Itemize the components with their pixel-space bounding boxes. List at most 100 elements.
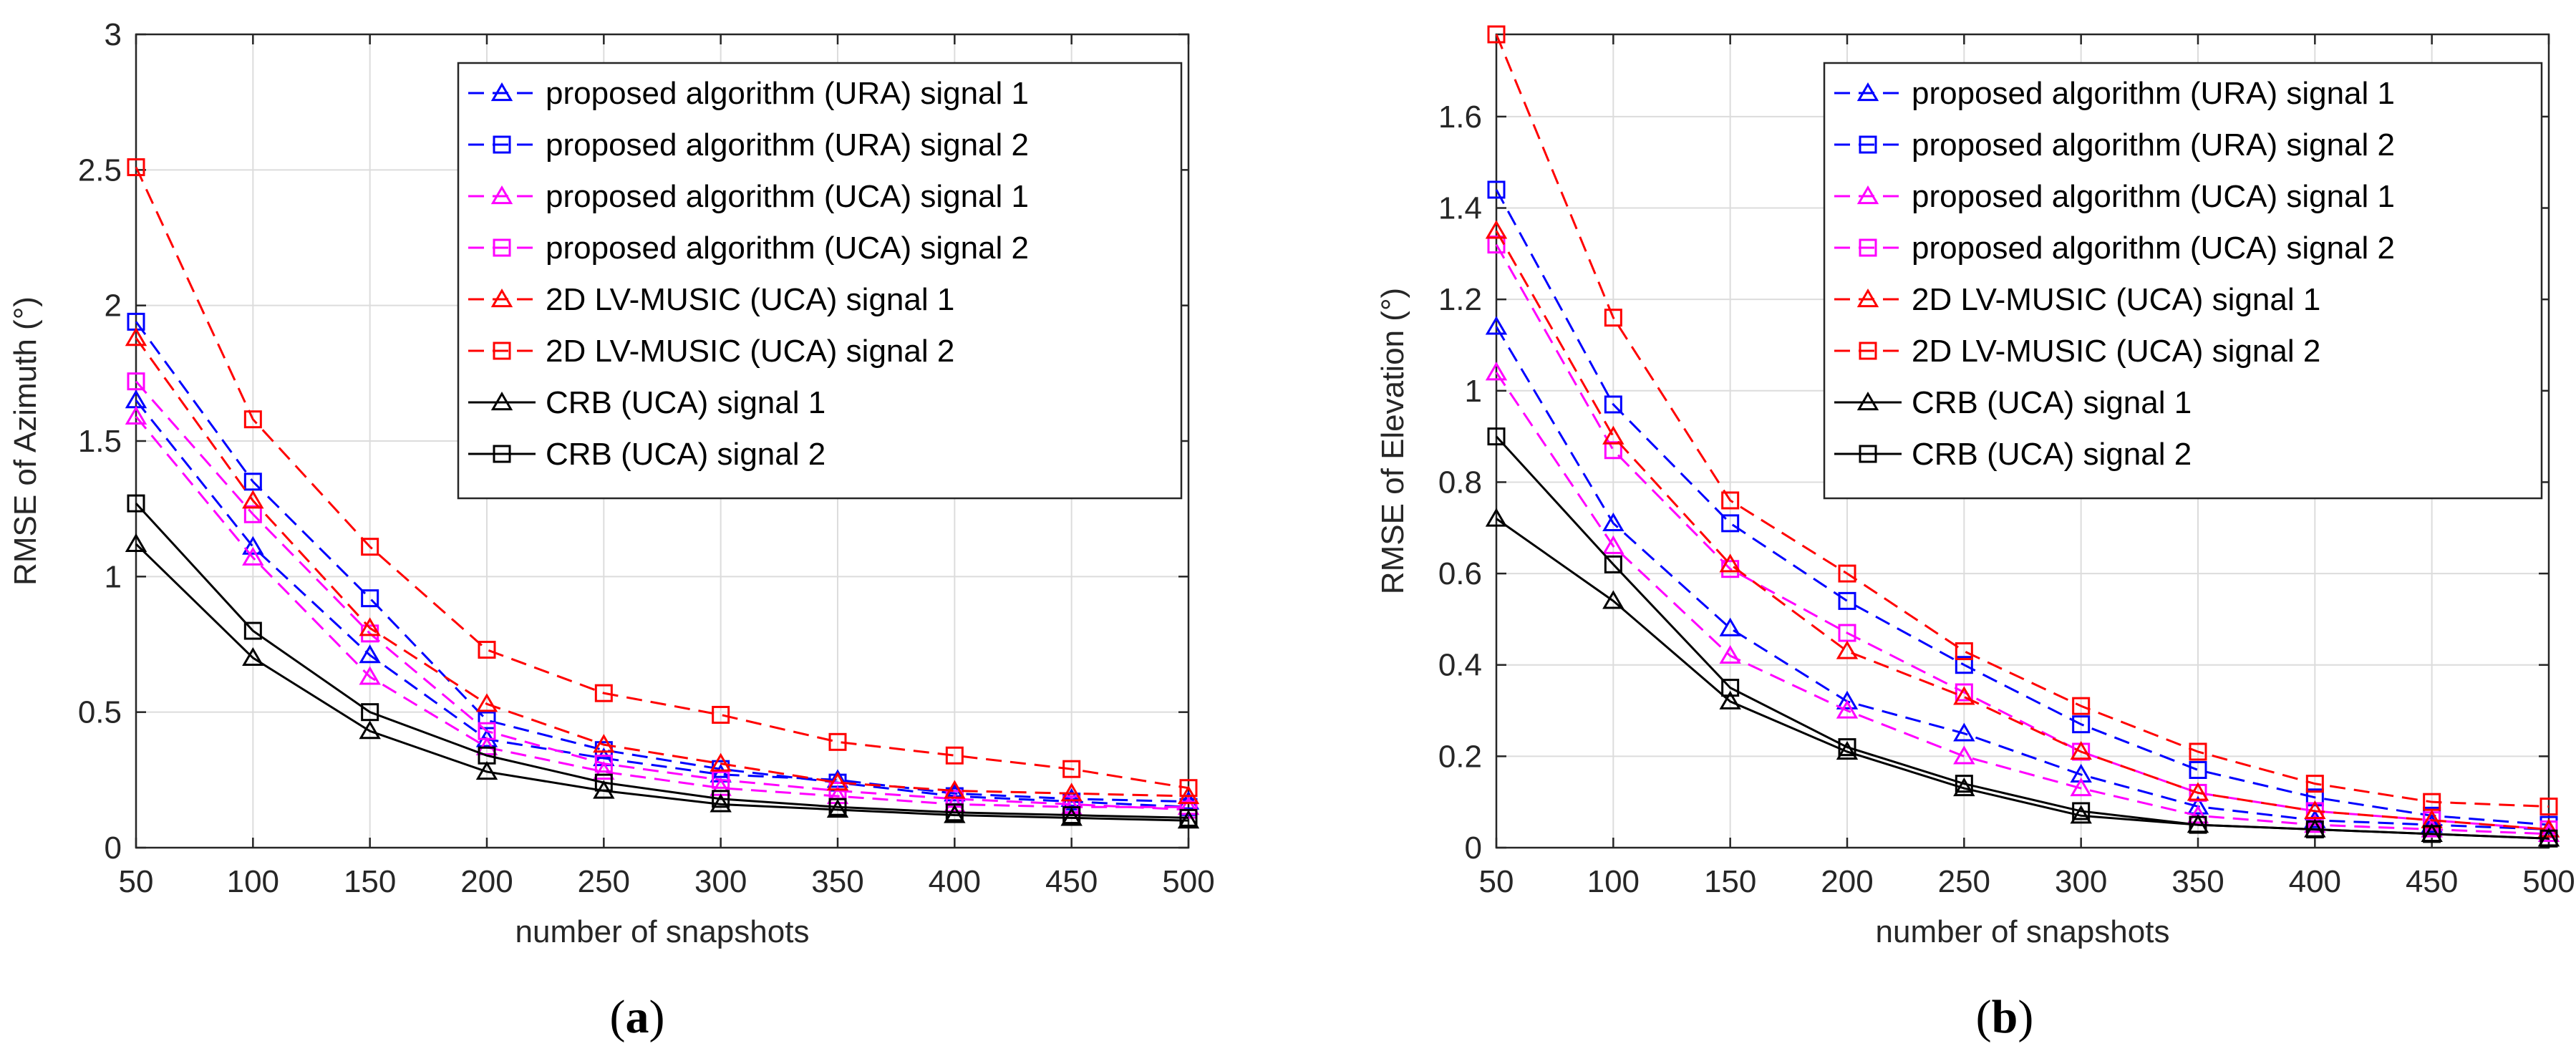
data-point (594, 755, 613, 773)
data-point (478, 641, 496, 659)
legend-box (1823, 62, 2543, 500)
data-point (1060, 807, 1083, 826)
legend-swatch-marker (493, 342, 511, 360)
data-point (1955, 775, 1973, 793)
legend: proposed algorithm (URA) signal 1 propose… (1823, 62, 2543, 500)
data-point (710, 752, 732, 772)
series-line (1495, 243, 2550, 830)
panel-caption: (b) (1976, 991, 2034, 1043)
data-point (1602, 590, 1624, 609)
data-point (826, 799, 849, 818)
series-line (1495, 326, 2550, 830)
legend-entry: proposed algorithm (URA) signal 2 (546, 127, 1029, 163)
y-tick-label: 1.5 (78, 424, 122, 459)
data-point (2423, 793, 2441, 811)
data-point (1177, 810, 1200, 829)
data-point (1487, 180, 1506, 199)
data-point (2423, 825, 2441, 843)
data-point (1836, 690, 1859, 709)
data-point (1604, 555, 1622, 573)
x-tick-label: 150 (1704, 864, 1756, 899)
data-point (1838, 591, 1856, 610)
x-tick-label: 300 (694, 864, 747, 899)
data-point (1838, 738, 1856, 757)
x-tick-label: 450 (2406, 864, 2458, 899)
series-line (135, 503, 1189, 819)
data-point (475, 693, 498, 712)
series-line (1495, 435, 2550, 840)
data-point (1721, 679, 1740, 697)
data-point (1719, 617, 1741, 636)
series-line (1495, 372, 2550, 836)
series (1487, 25, 2558, 816)
data-point (1836, 741, 1859, 760)
data-point (1955, 683, 1973, 702)
y-tick-label: 0.2 (1438, 739, 1482, 774)
data-point (125, 327, 147, 347)
data-point (2187, 795, 2209, 815)
legend-entry: 2D LV-MUSIC (UCA) signal 1 (546, 282, 954, 317)
data-point (2070, 778, 2092, 797)
data-point (712, 790, 730, 808)
data-point (1953, 686, 1975, 705)
legend-swatch-marker (1859, 238, 1877, 257)
data-point (1953, 778, 1975, 797)
series (127, 158, 1198, 798)
data-point (1062, 760, 1081, 778)
data-point (944, 783, 966, 802)
legend-swatch-marker (1856, 289, 1879, 308)
y-tick-label: 2.5 (78, 152, 122, 188)
chart-panel-b: number of snapshots RMSE of Elevation (°… (1375, 25, 2575, 1043)
data-point (1602, 425, 1624, 445)
legend-entry: 2D LV-MUSIC (UCA) signal 2 (546, 334, 954, 369)
x-tick-label: 100 (1587, 864, 1640, 899)
legend-entry: proposed algorithm (URA) signal 1 (546, 76, 1029, 111)
series-line (1495, 230, 2550, 830)
data-point (944, 780, 966, 799)
x-tick-label: 50 (119, 864, 154, 899)
legend-swatch-marker (493, 445, 511, 463)
data-point (712, 770, 730, 789)
x-tick-label: 250 (1938, 864, 1990, 899)
data-point (359, 617, 381, 636)
y-tick-label: 1 (1465, 374, 1482, 409)
legend-swatch-marker (490, 289, 513, 308)
data-point (242, 646, 264, 667)
data-point (1719, 690, 1741, 709)
legend-swatch-marker (1859, 445, 1877, 463)
data-point (2305, 820, 2324, 838)
data-point (710, 793, 732, 813)
series-line (1495, 34, 2550, 808)
data-point (1604, 309, 1622, 327)
x-tick-label: 400 (929, 864, 981, 899)
y-tick-label: 0.5 (78, 695, 122, 730)
legend-entry: proposed algorithm (UCA) signal 1 (1912, 179, 2395, 214)
data-point (1955, 656, 1973, 674)
series-line (135, 337, 1189, 798)
data-point (2537, 818, 2560, 838)
series-line (135, 415, 1188, 808)
data-point (826, 772, 849, 791)
data-point (2070, 741, 2092, 760)
data-point (2304, 814, 2326, 833)
data-point (127, 372, 145, 391)
data-point (359, 666, 381, 685)
data-point (1177, 790, 1200, 810)
panel-caption: (a) (610, 991, 665, 1043)
x-tick-label: 50 (1479, 864, 1514, 899)
legend-entry: CRB (UCA) signal 2 (546, 437, 825, 472)
data-point (1485, 220, 1508, 239)
data-point (594, 684, 613, 702)
data-point (1721, 514, 1740, 533)
y-tick-label: 0.4 (1438, 648, 1482, 683)
data-point (1060, 783, 1083, 802)
data-point (127, 158, 145, 177)
data-point (125, 405, 147, 425)
chart-panel-a: number of snapshots RMSE of Azimuth (°) … (8, 17, 1215, 1043)
data-point (2539, 798, 2558, 816)
data-point (2539, 829, 2558, 848)
x-axis-label: number of snapshots (515, 914, 810, 949)
x-tick-label: 350 (2171, 864, 2224, 899)
data-point (2537, 823, 2560, 842)
